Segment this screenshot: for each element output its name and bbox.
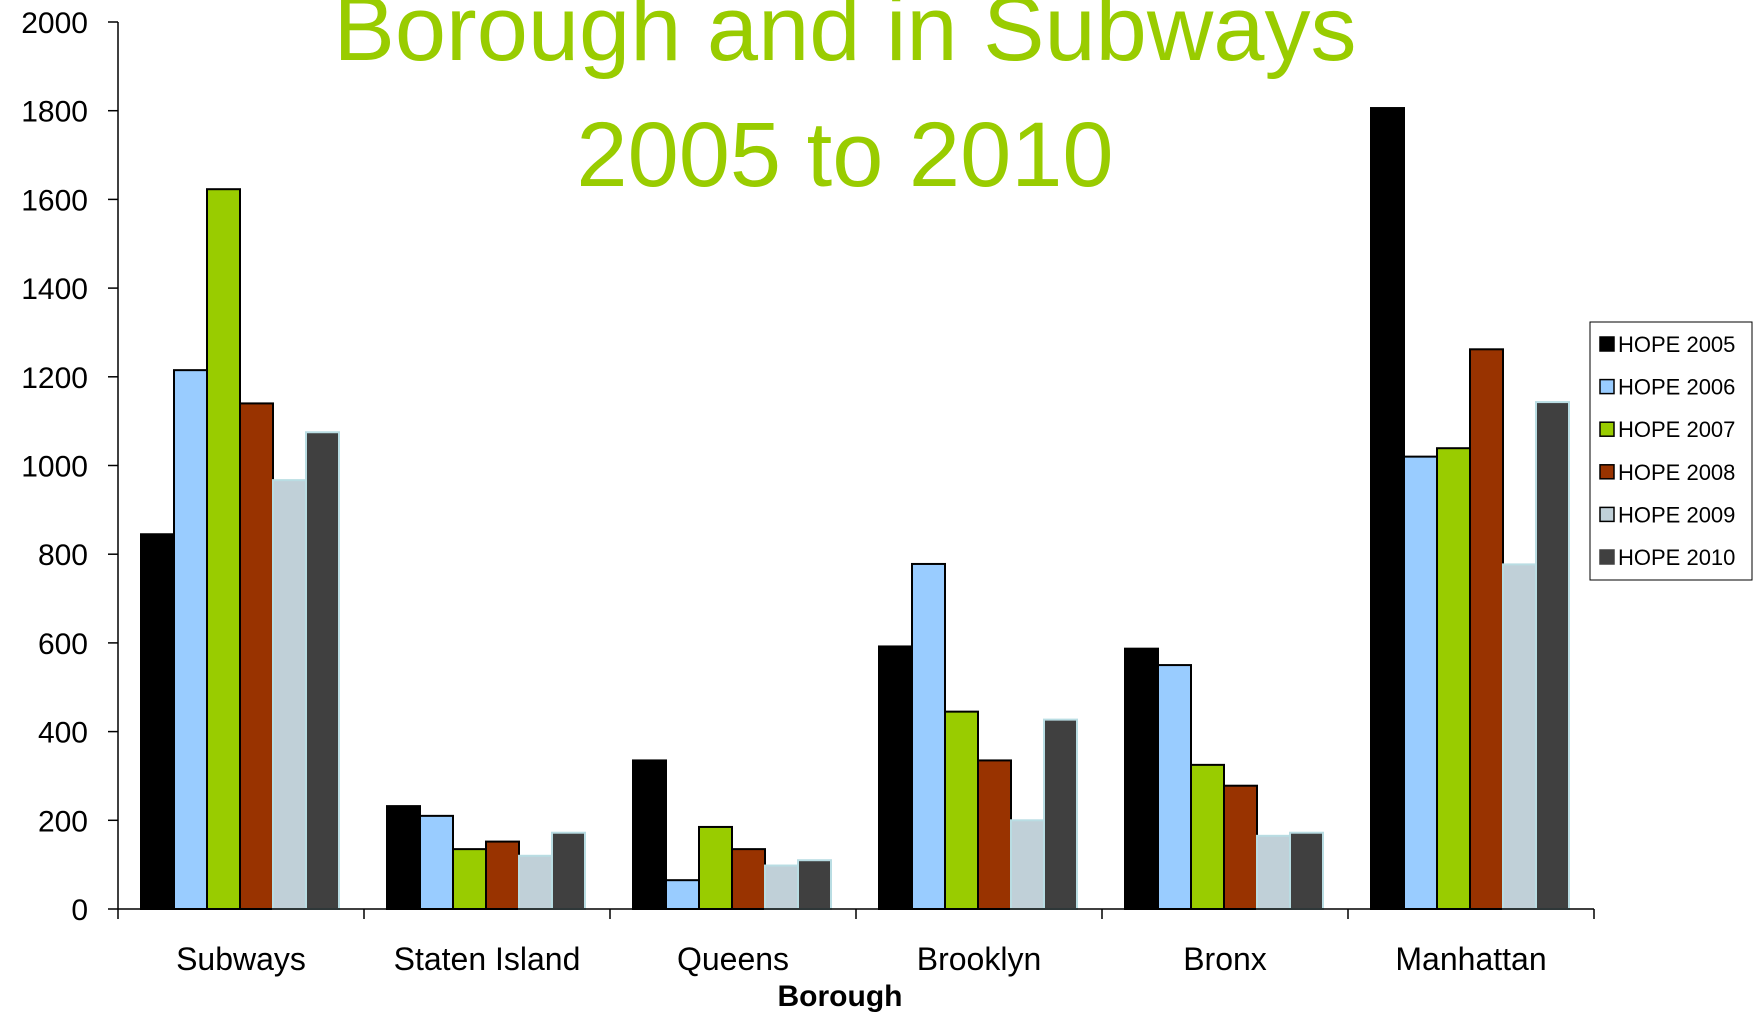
y-tick-label: 400	[38, 717, 88, 750]
bar	[1370, 107, 1405, 910]
x-tick-label: Manhattan	[1395, 941, 1546, 977]
legend-swatch	[1599, 421, 1615, 437]
legend-swatch	[1599, 378, 1615, 395]
bars-group	[140, 107, 1570, 911]
bar	[698, 825, 733, 911]
bar	[1190, 763, 1225, 910]
bar	[206, 188, 241, 910]
y-tick-label: 1000	[21, 451, 88, 484]
bar	[1124, 647, 1159, 911]
legend-label: HOPE 2007	[1618, 417, 1735, 442]
y-tick-label: 1600	[21, 184, 88, 217]
chart-title-line-2: 2005 to 2010	[576, 104, 1113, 206]
bar	[1256, 834, 1291, 911]
bar	[1535, 401, 1570, 910]
x-tick-label: Staten Island	[394, 941, 581, 977]
x-tick-label: Queens	[677, 941, 789, 977]
legend-label: HOPE 2010	[1618, 545, 1735, 570]
bar	[140, 533, 175, 910]
x-tick-label: Bronx	[1183, 941, 1267, 977]
legend-swatch	[1599, 506, 1615, 523]
bar	[1223, 784, 1258, 910]
bar	[1157, 664, 1192, 911]
bar	[1289, 831, 1324, 911]
y-tick-label: 1200	[21, 362, 88, 395]
bar	[518, 854, 553, 911]
x-tick-label: Subways	[176, 941, 306, 977]
legend-swatch	[1599, 549, 1615, 565]
bar	[386, 805, 421, 910]
axes-group: 0 200 400 600 800 1000 1200 1400 1600 1800 2000 Sub…	[21, 7, 1595, 977]
bar	[944, 710, 979, 911]
bar	[878, 645, 913, 910]
bar	[1043, 718, 1078, 910]
bar	[764, 864, 799, 910]
y-tick-label: 1400	[21, 273, 88, 306]
bar	[1469, 348, 1504, 911]
bar	[239, 402, 274, 910]
bar	[305, 431, 340, 910]
bar	[632, 759, 667, 910]
bar	[551, 831, 586, 911]
x-axis-label: Borough	[778, 980, 903, 1013]
x-tick-label: Brooklyn	[917, 941, 1042, 977]
bar	[485, 840, 520, 911]
y-tick-label: 1800	[21, 96, 88, 129]
y-tick-label: 200	[38, 805, 88, 838]
bar	[1403, 455, 1438, 910]
legend-label: HOPE 2009	[1618, 502, 1735, 527]
legend-box	[1589, 321, 1753, 581]
y-tick-label: 800	[38, 539, 88, 572]
bar	[1010, 819, 1045, 910]
bar	[419, 814, 454, 910]
y-tick-label: 600	[38, 628, 88, 661]
bar	[665, 879, 700, 910]
legend-label: HOPE 2005	[1618, 332, 1735, 357]
bar	[1436, 447, 1471, 910]
bar	[797, 859, 832, 911]
y-tick-label: 2000	[21, 7, 88, 40]
bar	[731, 848, 766, 911]
legend-swatch	[1599, 336, 1615, 352]
bar	[911, 562, 946, 910]
chart-title-line-1: Borough and in Subways	[334, 0, 1357, 80]
bar	[452, 848, 487, 911]
bar	[1502, 563, 1537, 910]
bar	[272, 479, 307, 910]
bar	[173, 369, 208, 910]
legend: HOPE 2005 HOPE 2006 HOPE 2007 HOPE 2008 HOPE…	[1589, 321, 1753, 581]
bar	[977, 759, 1012, 910]
legend-label: HOPE 2006	[1618, 375, 1735, 400]
legend-label: HOPE 2008	[1618, 460, 1735, 485]
legend-swatch	[1599, 464, 1615, 480]
y-tick-label: 0	[71, 894, 88, 927]
